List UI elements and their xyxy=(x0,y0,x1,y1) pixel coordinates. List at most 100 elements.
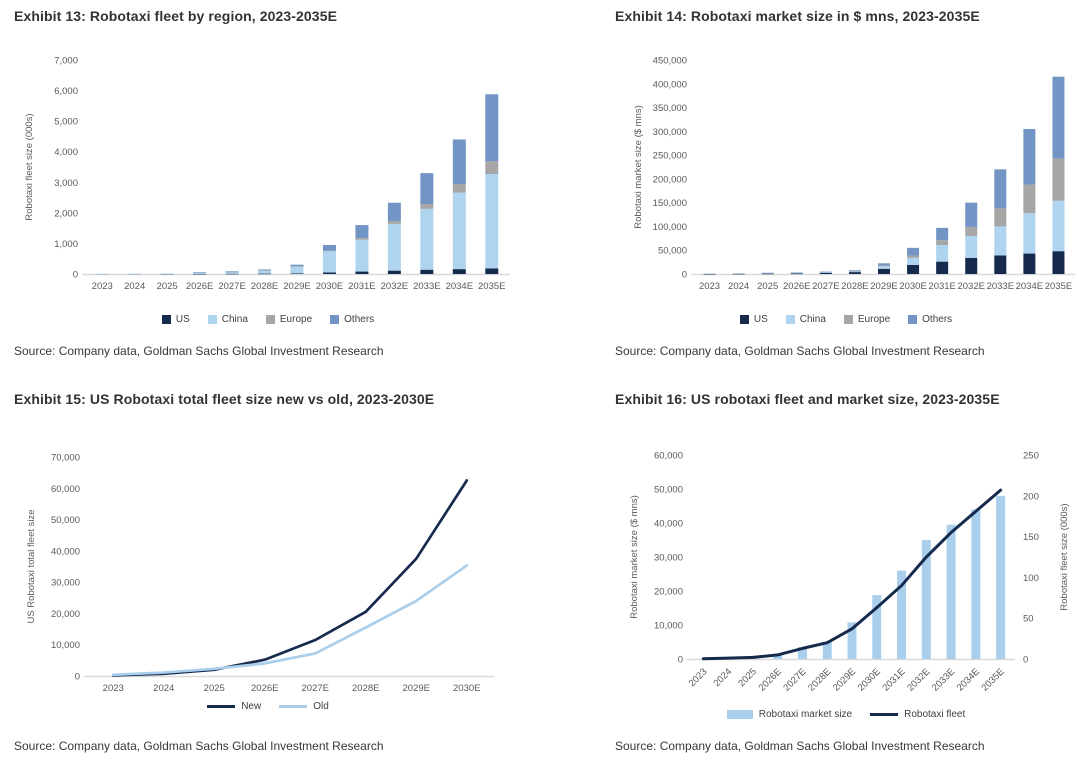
us-bar-segment xyxy=(225,273,239,275)
china-bar-segment xyxy=(878,266,890,269)
others-bar-segment xyxy=(258,269,272,271)
y-axis-tick-label: 1,000 xyxy=(54,239,78,250)
others-bar-segment xyxy=(290,264,304,267)
china-bar-segment xyxy=(848,271,861,273)
fleet-line-series xyxy=(701,488,1003,661)
legend-label: Robotaxi fleet xyxy=(904,709,966,720)
exhibit-16-title: Exhibit 16: US robotaxi fleet and market… xyxy=(615,391,1000,407)
china-bar-segment xyxy=(1023,213,1036,254)
y-axis-tick-label: 30,000 xyxy=(51,578,80,589)
exhibit-16-chart: 0 10,000 20,000 30,000 40,000 50,000 60,000 0 50… xyxy=(615,421,1077,726)
legend-label: US xyxy=(753,314,768,325)
europe-bar-segment xyxy=(225,271,239,273)
old-line-series xyxy=(111,564,469,677)
x-axis-tick-label: 2033E xyxy=(987,281,1014,292)
us-bar-segment xyxy=(1052,251,1065,274)
legend-swatch xyxy=(726,710,753,719)
exhibit-13-legend: US China Europe Others xyxy=(14,314,522,325)
legend-item-china: China xyxy=(207,314,248,325)
legend-swatch xyxy=(785,315,795,324)
x-axis-tick-label: 2027E xyxy=(218,281,245,292)
y-axis-tick-label: 7,000 xyxy=(54,56,78,67)
y-axis-tick-label: 60,000 xyxy=(654,451,683,462)
legend-swatch xyxy=(330,315,340,324)
europe-bar-segment xyxy=(1052,158,1065,201)
us-bar-segment xyxy=(485,268,499,274)
legend-swatch xyxy=(279,705,308,708)
y-axis-tick-label: 2,000 xyxy=(54,208,78,219)
x-axis-tick-label: 2030E xyxy=(899,281,926,292)
y-axis-tick-label: 50,000 xyxy=(51,515,80,526)
y-axis-tick-label: 6,000 xyxy=(54,86,78,97)
x-axis-tick-label: 2024 xyxy=(153,683,174,694)
right-axis-tick-label: 200 xyxy=(1023,491,1039,502)
x-axis-tick-label: 2027E xyxy=(812,281,839,292)
others-bar-segment xyxy=(819,271,832,273)
legend-item-us: US xyxy=(739,314,768,325)
exhibit-14-legend: US China Europe Others xyxy=(615,314,1077,325)
y-axis-tick-label: 60,000 xyxy=(51,484,80,495)
us-bar-segment xyxy=(819,272,832,274)
x-axis-tick-label: 2027E xyxy=(781,666,808,693)
china-bar-segment xyxy=(258,270,272,274)
x-axis-tick-label: 2034E xyxy=(1016,281,1043,292)
europe-bar-segment xyxy=(355,237,369,240)
right-axis-tick-label: 150 xyxy=(1023,532,1039,543)
x-axis-tick-label: 2032E xyxy=(381,281,408,292)
right-axis-tick-label: 50 xyxy=(1023,614,1034,625)
china-bar-segment xyxy=(420,208,434,270)
y-axis-tick-label: 200,000 xyxy=(653,174,687,185)
legend-label: China xyxy=(221,314,248,325)
x-axis-tick-label: 2031E xyxy=(348,281,375,292)
chart-svg-1: 0 50,000 100,000 150,000 200,000 250,000 300,0… xyxy=(633,56,1075,292)
right-axis-title: Robotaxi fleet size (000s) xyxy=(1059,503,1070,610)
europe-bar-segment xyxy=(878,265,890,267)
europe-bar-segment xyxy=(848,270,861,272)
y-axis-title: Robotaxi market size ($ mns) xyxy=(629,495,640,619)
legend-item-new: New xyxy=(207,701,261,712)
x-axis-tick-label: 2028E xyxy=(841,281,868,292)
europe-bar-segment xyxy=(290,266,304,267)
others-bar-segment xyxy=(225,271,239,272)
exhibit-13-title: Exhibit 13: Robotaxi fleet by region, 20… xyxy=(14,8,338,24)
x-axis-tick-label: 2026E xyxy=(251,683,278,694)
x-axis-tick-label: 2030E xyxy=(856,666,883,693)
us-bar-segment xyxy=(878,268,890,274)
china-bar-segment xyxy=(994,226,1007,256)
x-axis-tick-label: 2029E xyxy=(831,666,858,693)
x-axis-tick-label: 2026E xyxy=(186,281,213,292)
legend-swatch xyxy=(265,315,275,324)
others-bar-segment xyxy=(387,202,401,222)
us-bar-segment xyxy=(420,269,434,274)
europe-bar-segment xyxy=(258,270,272,271)
market-size-bar xyxy=(971,509,981,659)
y-axis-tick-label: 50,000 xyxy=(658,246,687,257)
legend-item-robotaxi-market-size: Robotaxi market size xyxy=(726,709,852,720)
china-bar-segment xyxy=(387,223,401,271)
legend-swatch xyxy=(870,713,899,716)
market-size-bar xyxy=(797,647,807,659)
legend-item-others: Others xyxy=(908,314,952,325)
others-bar-segment xyxy=(1052,76,1065,159)
china-bar-segment xyxy=(936,244,949,262)
exhibit-15-source: Source: Company data, Goldman Sachs Glob… xyxy=(14,739,384,753)
x-axis-tick-label: 2032E xyxy=(905,666,932,693)
chart-svg-2: 0 10,000 20,000 30,000 40,000 50,000 60,000 70,… xyxy=(26,453,494,694)
x-axis-tick-label: 2025 xyxy=(157,281,178,292)
x-axis-tick-label: 2035E xyxy=(478,281,505,292)
china-bar-segment xyxy=(452,192,466,270)
legend-item-europe: Europe xyxy=(843,314,890,325)
x-axis-tick-label: 2028E xyxy=(806,666,833,693)
y-axis-tick-label: 10,000 xyxy=(51,640,80,651)
europe-bar-segment xyxy=(907,255,920,258)
legend-item-europe: Europe xyxy=(265,314,312,325)
china-bar-segment xyxy=(819,272,832,273)
china-bar-segment xyxy=(322,251,336,273)
exhibit-16-legend: Robotaxi market size Robotaxi fleet xyxy=(615,709,1077,720)
y-axis-tick-label: 4,000 xyxy=(54,147,78,158)
x-axis-tick-label: 2024 xyxy=(728,281,749,292)
x-axis-tick-label: 2023 xyxy=(92,281,113,292)
us-bar-segment xyxy=(1023,253,1036,274)
exhibit-15-legend: New Old xyxy=(14,701,522,712)
y-axis-title: Robotaxi market size ($ mns) xyxy=(633,105,644,229)
